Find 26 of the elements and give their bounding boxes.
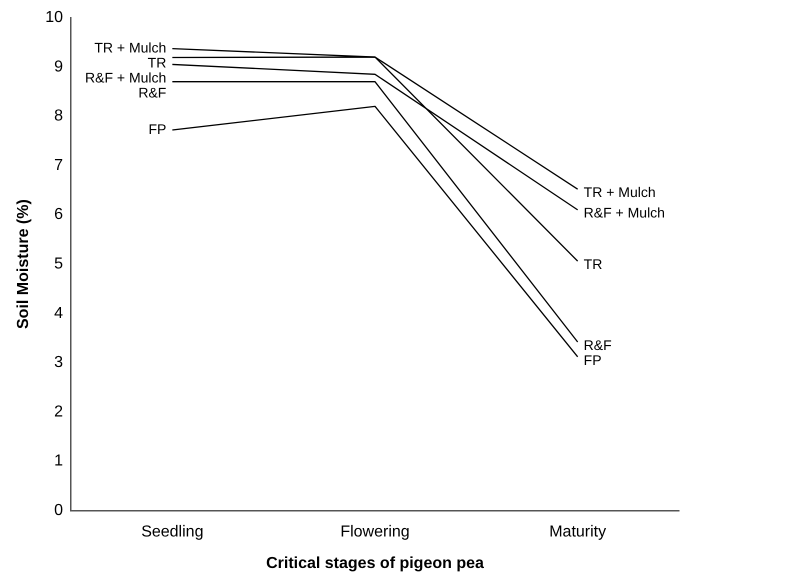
series-label: FP — [148, 120, 166, 137]
y-tick-label: 2 — [54, 403, 64, 420]
y-tick-label: 6 — [54, 206, 64, 224]
text: R&F — [584, 336, 612, 353]
y-tick-label: 4 — [54, 304, 64, 322]
series-label: TR — [584, 256, 602, 272]
y-tick-label: 1 — [54, 452, 64, 470]
text: TR — [148, 54, 166, 71]
series-label: TR + Mulch — [94, 40, 166, 56]
y-axis-title: Soil Moisture (%) — [15, 199, 32, 329]
x-tick-label: Flowering — [340, 524, 410, 541]
text: TR + Mulch — [584, 184, 656, 200]
y-tick-label: 9 — [54, 58, 64, 76]
x-axis-title: Critical stages of pigeon pea — [266, 554, 484, 572]
series-label: R&F — [138, 84, 166, 101]
y-tick-label: 5 — [54, 256, 64, 273]
text: R&F + Mulch — [85, 70, 166, 86]
series-label: R&F + Mulch — [584, 204, 665, 221]
y-tick-label: 10 — [45, 9, 64, 26]
x-tick-label: Seedling — [141, 524, 204, 541]
y-tick-label: 7 — [54, 156, 64, 174]
x-tick-label: Maturity — [549, 524, 606, 541]
y-tick-label: 0 — [54, 502, 64, 520]
y-tick-label: 8 — [54, 108, 64, 125]
text: FP — [584, 352, 602, 368]
y-tick-label: 3 — [54, 354, 64, 372]
